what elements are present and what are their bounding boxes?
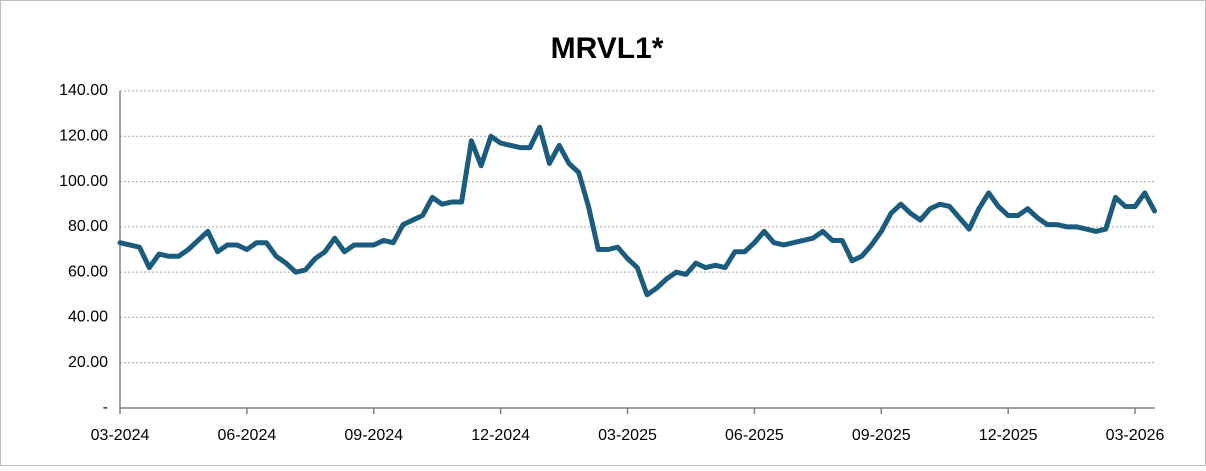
x-tick-label: 09-2024 — [344, 427, 403, 444]
y-tick-label: 40.00 — [68, 309, 108, 326]
y-tick-label: 140.00 — [59, 82, 108, 99]
x-tick-label: 09-2025 — [852, 427, 911, 444]
price-line — [117, 124, 1158, 298]
y-tick-label: 60.00 — [68, 263, 108, 280]
y-tick-label: 120.00 — [59, 128, 108, 145]
x-tick-label: 03-2024 — [91, 427, 150, 444]
y-tick-label: - — [103, 399, 108, 416]
x-tick-label: 12-2024 — [471, 427, 530, 444]
x-tick-label: 12-2025 — [979, 427, 1038, 444]
x-tick-label: 03-2026 — [1106, 427, 1165, 444]
x-tick-label: 06-2025 — [725, 427, 784, 444]
chart-title: MRVL1* — [551, 32, 664, 65]
y-tick-label: 80.00 — [68, 218, 108, 235]
x-tick-label: 06-2024 — [218, 427, 277, 444]
y-tick-label: 100.00 — [59, 173, 108, 190]
x-tick-label: 03-2025 — [598, 427, 657, 444]
y-tick-label: 20.00 — [68, 354, 108, 371]
